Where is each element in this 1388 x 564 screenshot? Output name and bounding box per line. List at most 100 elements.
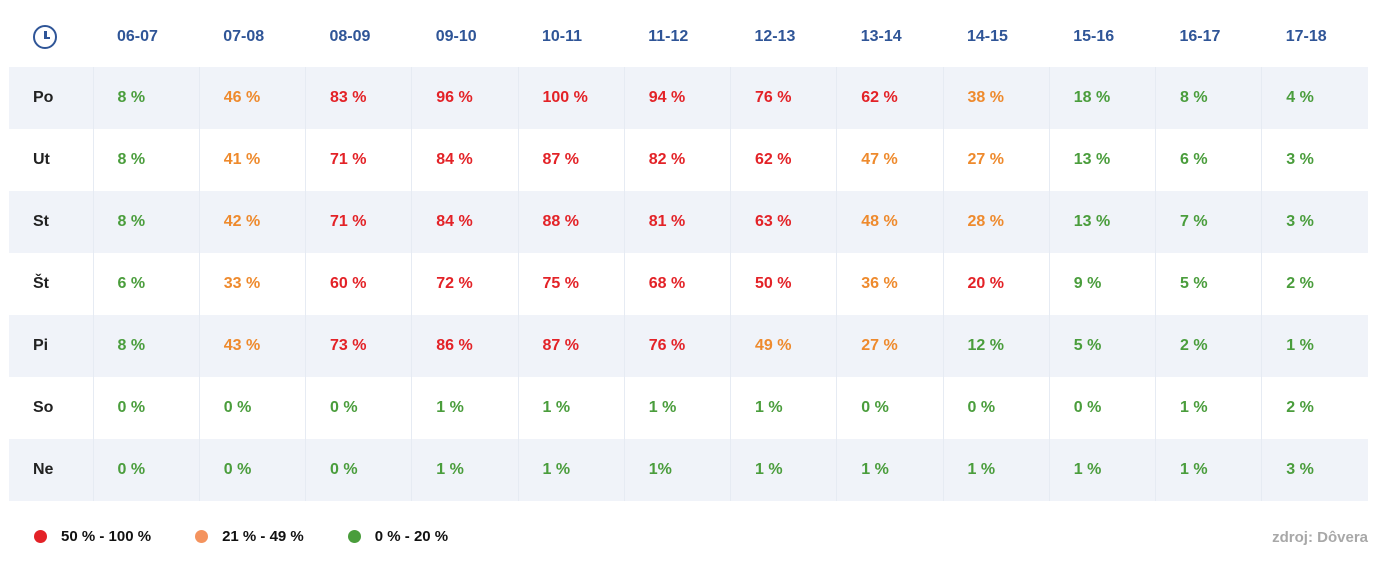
occupancy-cell: 2 %: [1261, 253, 1368, 315]
day-label: Pi: [9, 315, 93, 377]
day-label: Ne: [9, 439, 93, 501]
occupancy-cell: 8 %: [92, 315, 200, 377]
occupancy-cell: 13 %: [1048, 129, 1156, 191]
occupancy-cell: 2 %: [1154, 315, 1262, 377]
clock-header: [9, 6, 93, 67]
occupancy-cell: 5 %: [1048, 315, 1156, 377]
table-row: Ut 8 % 41 % 71 % 84 % 87 % 82 % 62 % 47 % 27 % 13 …: [9, 129, 1368, 191]
occupancy-cell: 2 %: [1261, 377, 1368, 439]
occupancy-cell: 0 %: [304, 439, 412, 501]
hour-header: 09-10: [435, 27, 477, 45]
legend-dot-icon: [34, 530, 47, 543]
hour-header: 16-17: [1179, 27, 1221, 45]
occupancy-cell: 1 %: [1048, 439, 1156, 501]
occupancy-cell: 0 %: [1048, 377, 1156, 439]
hour-header: 13-14: [860, 27, 902, 45]
occupancy-cell: 1 %: [729, 377, 837, 439]
occupancy-cell: 46 %: [198, 67, 306, 129]
occupancy-cell: 1 %: [411, 439, 518, 501]
occupancy-cell: 84 %: [411, 191, 518, 253]
occupancy-cell: 0 %: [198, 439, 306, 501]
hour-header: 17-18: [1285, 27, 1327, 45]
occupancy-cell: 33 %: [198, 253, 306, 315]
hour-header: 12-13: [754, 27, 796, 45]
table-row: Št 6 % 33 % 60 % 72 % 75 % 68 % 50 % 36 % 20 % 9 %…: [9, 253, 1368, 315]
occupancy-cell: 0 %: [942, 377, 1050, 439]
occupancy-cell: 43 %: [198, 315, 306, 377]
hour-header: 11-12: [648, 27, 689, 45]
day-label: Ut: [33, 151, 50, 168]
table-row: Po 8 % 46 % 83 % 96 % 100 % 94 % 76 % 62 % 38 % 18…: [9, 67, 1368, 129]
occupancy-cell: 62 %: [836, 67, 943, 129]
occupancy-cell: 88 %: [517, 191, 625, 253]
day-label: Po: [9, 67, 93, 129]
occupancy-cell: 71 %: [304, 129, 412, 191]
occupancy-cell: 73 %: [304, 315, 412, 377]
occupancy-cell: 1 %: [517, 377, 625, 439]
day-label: St: [9, 191, 93, 253]
table-row: So 0 % 0 % 0 % 1 % 1 % 1 % 1 % 0 % 0 % 0 % 1 % 2 %: [9, 377, 1368, 439]
day-label: So: [33, 399, 54, 416]
occupancy-cell: 1 %: [729, 439, 837, 501]
occupancy-cell: 0 %: [198, 377, 306, 439]
occupancy-cell: 62 %: [729, 129, 837, 191]
occupancy-cell: 48 %: [836, 191, 943, 253]
legend-dot-icon: [347, 530, 361, 543]
occupancy-cell: 12 %: [942, 315, 1050, 377]
occupancy-cell: 0 %: [304, 377, 412, 439]
occupancy-cell: 0 %: [92, 377, 200, 439]
occupancy-cell: 86 %: [411, 315, 518, 377]
occupancy-cell: 83 %: [304, 67, 412, 129]
occupancy-cell: 1 %: [411, 377, 518, 439]
hour-header: 15-16: [1073, 27, 1115, 45]
occupancy-cell: 6 %: [92, 253, 200, 315]
occupancy-cell: 8 %: [92, 129, 200, 191]
legend-label: 0 % - 20 %: [374, 528, 449, 545]
occupancy-cell: 13 %: [1048, 191, 1156, 253]
legend-item: 21 % - 49 %: [195, 528, 304, 545]
occupancy-cell: 0 %: [836, 377, 943, 439]
occupancy-cell: 1 %: [1154, 377, 1262, 439]
occupancy-cell: 27 %: [836, 315, 943, 377]
legend: 50 % - 100 % 21 % - 49 % 0 % - 20 %: [34, 528, 492, 545]
occupancy-cell: 3 %: [1261, 129, 1368, 191]
occupancy-cell: 1 %: [1261, 315, 1368, 377]
occupancy-cell: 36 %: [836, 253, 943, 315]
occupancy-cell: 9 %: [1048, 253, 1156, 315]
occupancy-cell: 38 %: [942, 67, 1050, 129]
occupancy-cell: 82 %: [623, 129, 731, 191]
occupancy-cell: 20 %: [942, 253, 1050, 315]
occupancy-cell: 49 %: [729, 315, 837, 377]
occupancy-cell: 87 %: [517, 315, 625, 377]
occupancy-cell: 96 %: [411, 67, 518, 129]
occupancy-cell: 8 %: [1154, 67, 1262, 129]
day-label: Št: [33, 275, 49, 292]
legend-label: 50 % - 100 %: [61, 528, 152, 545]
legend-item: 0 % - 20 %: [347, 528, 449, 545]
hour-header: 08-09: [329, 27, 371, 45]
occupancy-cell: 28 %: [942, 191, 1050, 253]
hour-header: 14-15: [967, 27, 1008, 45]
occupancy-cell: 7 %: [1154, 191, 1262, 253]
occupancy-cell: 50 %: [729, 253, 837, 315]
occupancy-cell: 5 %: [1154, 253, 1262, 315]
hour-header: 07-08: [223, 27, 265, 45]
occupancy-cell: 81 %: [623, 191, 731, 253]
occupancy-cell: 1 %: [623, 377, 731, 439]
occupancy-cell: 1 %: [836, 439, 943, 501]
legend-label: 21 % - 49 %: [222, 528, 304, 545]
occupancy-cell: 41 %: [198, 129, 306, 191]
legend-item: 50 % - 100 %: [34, 528, 151, 545]
occupancy-cell: 1%: [623, 439, 731, 501]
occupancy-cell: 63 %: [729, 191, 837, 253]
occupancy-cell: 60 %: [304, 253, 412, 315]
occupancy-cell: 8 %: [92, 191, 200, 253]
occupancy-cell: 18 %: [1048, 67, 1156, 129]
occupancy-cell: 68 %: [623, 253, 731, 315]
occupancy-cell: 76 %: [623, 315, 731, 377]
occupancy-cell: 3 %: [1261, 191, 1368, 253]
clock-icon: [33, 24, 57, 49]
occupancy-cell: 71 %: [304, 191, 412, 253]
occupancy-cell: 27 %: [942, 129, 1050, 191]
occupancy-cell: 1 %: [1154, 439, 1262, 501]
